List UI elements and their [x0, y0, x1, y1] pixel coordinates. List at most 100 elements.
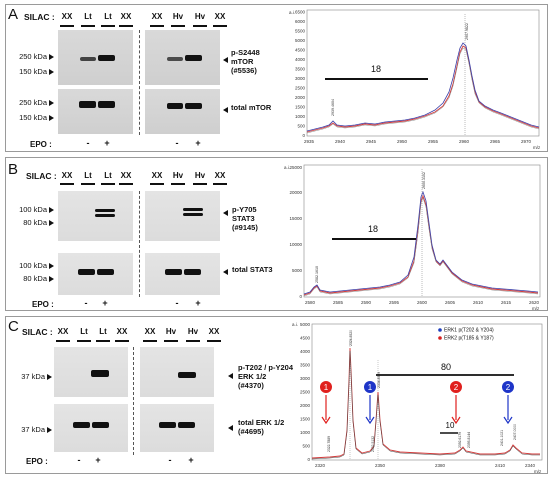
- spectrum-legend: ERK1 p(T202 & Y204) ERK2 p(T185 & Y187): [438, 328, 494, 342]
- lane-divider: [139, 191, 140, 297]
- western-blot: [58, 191, 133, 241]
- epo-sign: +: [195, 298, 201, 308]
- y-tick-label: 0: [302, 133, 305, 138]
- lane-label: XX: [151, 171, 163, 180]
- kda-marker: 250 kDa: [8, 52, 54, 61]
- lane-bar: [143, 340, 157, 342]
- lane-bar: [213, 25, 227, 27]
- epo-sign: +: [195, 138, 201, 148]
- y-tick-label: 2000: [295, 95, 306, 100]
- peak-label: 2939.4604: [331, 99, 335, 116]
- silac-label: SILAC :: [24, 12, 55, 22]
- kda-marker: 80 kDa: [8, 274, 54, 283]
- peak-label: 2600.3102: [422, 172, 426, 189]
- mass-shift-value: 18: [368, 224, 378, 234]
- y-tick-label: 3500: [300, 363, 311, 368]
- spectrum-trace-grey: [303, 197, 539, 297]
- lane-bar: [119, 25, 133, 27]
- lane-label: XX: [120, 12, 132, 21]
- epo-sign: +: [102, 298, 108, 308]
- antibody-arrow: [228, 373, 233, 379]
- lane-label: Lt: [104, 12, 112, 21]
- mass-shift-value: 80: [441, 362, 451, 372]
- mass-spectrum: 0 500 1000 1500 2000 2500 3000 3500 4000…: [290, 320, 546, 475]
- lane-bar: [96, 340, 110, 342]
- x-tick-label: 2610: [473, 300, 484, 305]
- western-blot: [145, 253, 220, 295]
- y-tick-label: 20000: [289, 190, 302, 195]
- marker-number: 1: [324, 383, 329, 392]
- blot-band: [183, 208, 203, 211]
- x-tick-label: 2580: [305, 300, 316, 305]
- blot-band: [92, 422, 109, 428]
- lane-label: XX: [214, 12, 226, 21]
- peak-label: 2322.7889: [327, 436, 331, 452]
- lane-label: XX: [214, 171, 226, 180]
- blot-band: [95, 209, 115, 212]
- kda-marker: 250 kDa: [8, 98, 54, 107]
- peak-label: 2957.9822: [465, 23, 469, 40]
- marker-2-red: 2: [450, 381, 462, 425]
- y-tick-label: 2500: [295, 86, 306, 91]
- antibody-label: p-Y705 STAT3 (#9145): [232, 205, 258, 232]
- lane-label: XX: [120, 171, 132, 180]
- antibody-arrow: [223, 269, 228, 275]
- blot-band: [79, 101, 96, 108]
- marker-1-red: 1: [320, 381, 332, 425]
- panel-letter: C: [8, 318, 19, 335]
- lane-bar: [77, 340, 91, 342]
- antibody-arrow: [223, 57, 228, 63]
- kda-marker: 100 kDa: [8, 261, 54, 270]
- x-tick-label: 2955: [428, 139, 439, 144]
- marker-number: 2: [506, 383, 511, 392]
- epo-label: EPO :: [30, 140, 52, 149]
- lane-bar: [60, 25, 74, 27]
- mass-spectrum: 0 500 1000 1500 2000 2500 3000 3500 4000…: [285, 6, 543, 151]
- y-tick-label: 3000: [295, 76, 306, 81]
- lane-label: Hv: [172, 12, 184, 21]
- x-tick-label: 2350: [375, 463, 386, 468]
- x-tick-label: 2615: [501, 300, 512, 305]
- western-blot: [145, 89, 220, 134]
- x-tick-label: 2410: [495, 463, 506, 468]
- western-blot: [145, 30, 220, 85]
- blot-band: [98, 101, 115, 108]
- marker-1-blue: 1: [364, 381, 376, 425]
- mass-spectrum: 0 5000 10000 15000 20000 25000 a.i. 2580…: [280, 161, 544, 311]
- kda-marker: 37 kDa: [6, 425, 52, 434]
- x-unit: m/z: [533, 145, 541, 150]
- epo-label: EPO :: [32, 300, 54, 309]
- y-tick-label: 4500: [295, 48, 306, 53]
- y-tick-label: 1500: [300, 417, 311, 422]
- epo-sign: +: [104, 138, 110, 148]
- western-blot: [54, 347, 128, 397]
- lane-label: XX: [208, 327, 220, 336]
- y-tick-label: 500: [302, 444, 310, 449]
- y-tick-label: 6500: [295, 10, 306, 15]
- peak-label: 2582.1610: [315, 266, 319, 283]
- lane-bar: [171, 183, 185, 185]
- epo-sign: -: [175, 298, 179, 308]
- lane-bar: [81, 25, 95, 27]
- lane-label: Hv: [194, 171, 206, 180]
- x-tick-label: 2960: [459, 139, 470, 144]
- peak-label: 2401.1021: [500, 430, 504, 446]
- spectrum-svg: 0 5000 10000 15000 20000 25000 a.i. 2580…: [284, 164, 541, 311]
- blot-band: [91, 370, 109, 377]
- blot-band: [73, 422, 90, 428]
- lane-bar: [193, 25, 207, 27]
- x-tick-label: 2935: [304, 139, 315, 144]
- antibody-arrow: [223, 210, 228, 216]
- lane-label: XX: [57, 327, 69, 336]
- peak-label: 2395.8144: [467, 432, 471, 448]
- lane-label: Hv: [165, 327, 177, 336]
- panel-c: C SILAC : XX Lt Lt XX XX Hv Hv XX 37 kDa…: [0, 314, 550, 477]
- y-tick-label: 0: [299, 294, 302, 299]
- y-tick-label: 4000: [295, 57, 306, 62]
- lane-label: XX: [61, 171, 73, 180]
- y-tick-label: 5000: [295, 38, 306, 43]
- western-blot: [58, 30, 133, 85]
- y-tick-label: 4000: [300, 349, 311, 354]
- blot-band: [78, 269, 95, 275]
- lane-bar: [213, 183, 227, 185]
